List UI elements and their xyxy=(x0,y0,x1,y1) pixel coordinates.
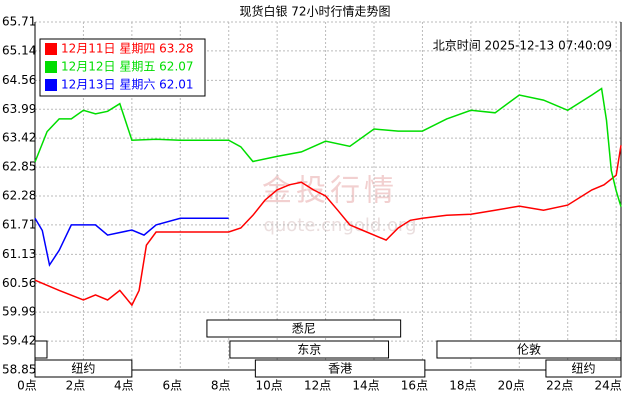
legend-box xyxy=(39,38,206,97)
session-label: 悉尼 xyxy=(292,322,316,336)
watermark: 金投行情 xyxy=(262,174,398,209)
session-box xyxy=(229,340,390,359)
session-box xyxy=(545,359,622,378)
x-tick-label: 24点 xyxy=(595,379,622,393)
x-tick-label: 20点 xyxy=(498,379,525,393)
x-tick-label: 12点 xyxy=(304,379,331,393)
y-tick-label: 62.85 xyxy=(2,160,36,174)
y-tick-label: 63.99 xyxy=(2,102,36,116)
session-label: 伦敦 xyxy=(517,342,541,357)
x-tick-label: 16点 xyxy=(401,379,428,393)
session-label: 香港 xyxy=(328,362,352,376)
legend-swatch xyxy=(45,61,57,73)
y-tick-label: 60.56 xyxy=(2,276,36,290)
session-box xyxy=(254,359,426,378)
x-tick-label: 2点 xyxy=(66,379,86,393)
y-tick-label: 65.14 xyxy=(2,43,36,57)
x-tick-label: 4点 xyxy=(114,379,134,393)
watermark-url: quote.cngold.org xyxy=(263,215,416,236)
y-tick-label: 61.13 xyxy=(2,247,36,261)
legend-swatch xyxy=(45,79,57,91)
session-label: 纽约 xyxy=(71,361,95,376)
x-tick-label: 18点 xyxy=(449,379,476,393)
timestamp: 北京时间 2025-12-13 07:40:09 xyxy=(433,39,612,53)
legend-swatch xyxy=(45,43,57,55)
y-tick-label: 63.42 xyxy=(2,131,36,145)
y-tick-label: 59.99 xyxy=(2,305,36,319)
x-tick-label: 22点 xyxy=(546,379,573,393)
x-tick-label: 10点 xyxy=(256,379,283,393)
session-box xyxy=(436,340,622,359)
y-tick-label: 59.42 xyxy=(2,334,36,348)
legend-label: 12月13日 星期六 62.01 xyxy=(61,78,194,92)
legend-label: 12月12日 星期五 62.07 xyxy=(61,60,194,74)
series-line xyxy=(34,87,622,207)
session-box xyxy=(206,319,402,338)
session-label: 东京 xyxy=(297,343,321,357)
x-tick-label: 0点 xyxy=(17,379,37,393)
session-box xyxy=(34,340,48,359)
series-line xyxy=(34,217,229,267)
x-tick-label: 6点 xyxy=(162,379,182,393)
x-tick-label: 8点 xyxy=(211,379,231,393)
y-tick-label: 64.56 xyxy=(2,73,36,87)
session-label: 纽约 xyxy=(571,361,595,376)
y-tick-label: 61.71 xyxy=(2,217,36,231)
session-box xyxy=(34,359,133,378)
y-tick-label: 58.85 xyxy=(2,363,36,377)
legend-label: 12月11日 星期四 63.28 xyxy=(61,42,194,56)
x-tick-label: 14点 xyxy=(352,379,379,393)
chart-title: 现货白银 72小时行情走势图 xyxy=(239,4,390,19)
y-tick-label: 62.28 xyxy=(2,189,36,203)
series-line xyxy=(34,145,622,307)
y-tick-label: 65.71 xyxy=(2,15,36,29)
